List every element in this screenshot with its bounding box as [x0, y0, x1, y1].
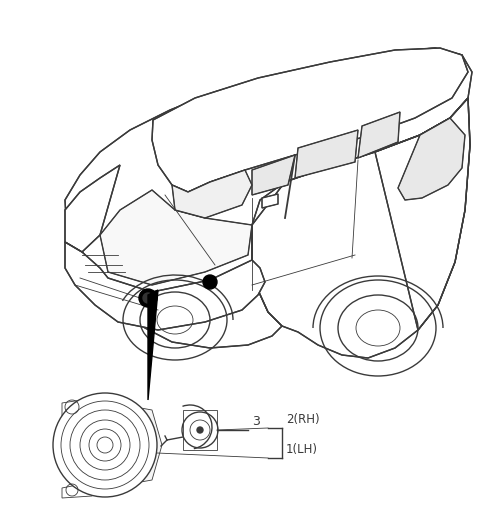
Text: 2(RH): 2(RH) — [286, 413, 320, 426]
Polygon shape — [62, 398, 94, 417]
Circle shape — [203, 275, 217, 289]
Polygon shape — [62, 482, 92, 498]
Polygon shape — [375, 98, 470, 330]
Circle shape — [143, 293, 153, 303]
Polygon shape — [262, 194, 278, 208]
Polygon shape — [85, 398, 162, 492]
Circle shape — [197, 427, 203, 433]
Polygon shape — [100, 190, 252, 285]
Polygon shape — [148, 290, 158, 400]
Polygon shape — [65, 165, 120, 252]
Polygon shape — [295, 130, 358, 178]
Polygon shape — [252, 98, 470, 358]
Polygon shape — [172, 170, 252, 218]
Circle shape — [53, 393, 157, 497]
Text: 1(LH): 1(LH) — [286, 443, 318, 456]
Polygon shape — [398, 118, 465, 200]
Text: 3: 3 — [252, 415, 260, 428]
Polygon shape — [65, 48, 472, 348]
Polygon shape — [358, 112, 400, 158]
Polygon shape — [252, 155, 295, 195]
Polygon shape — [65, 242, 265, 330]
Polygon shape — [183, 410, 217, 450]
Polygon shape — [152, 48, 468, 192]
Circle shape — [139, 289, 157, 307]
